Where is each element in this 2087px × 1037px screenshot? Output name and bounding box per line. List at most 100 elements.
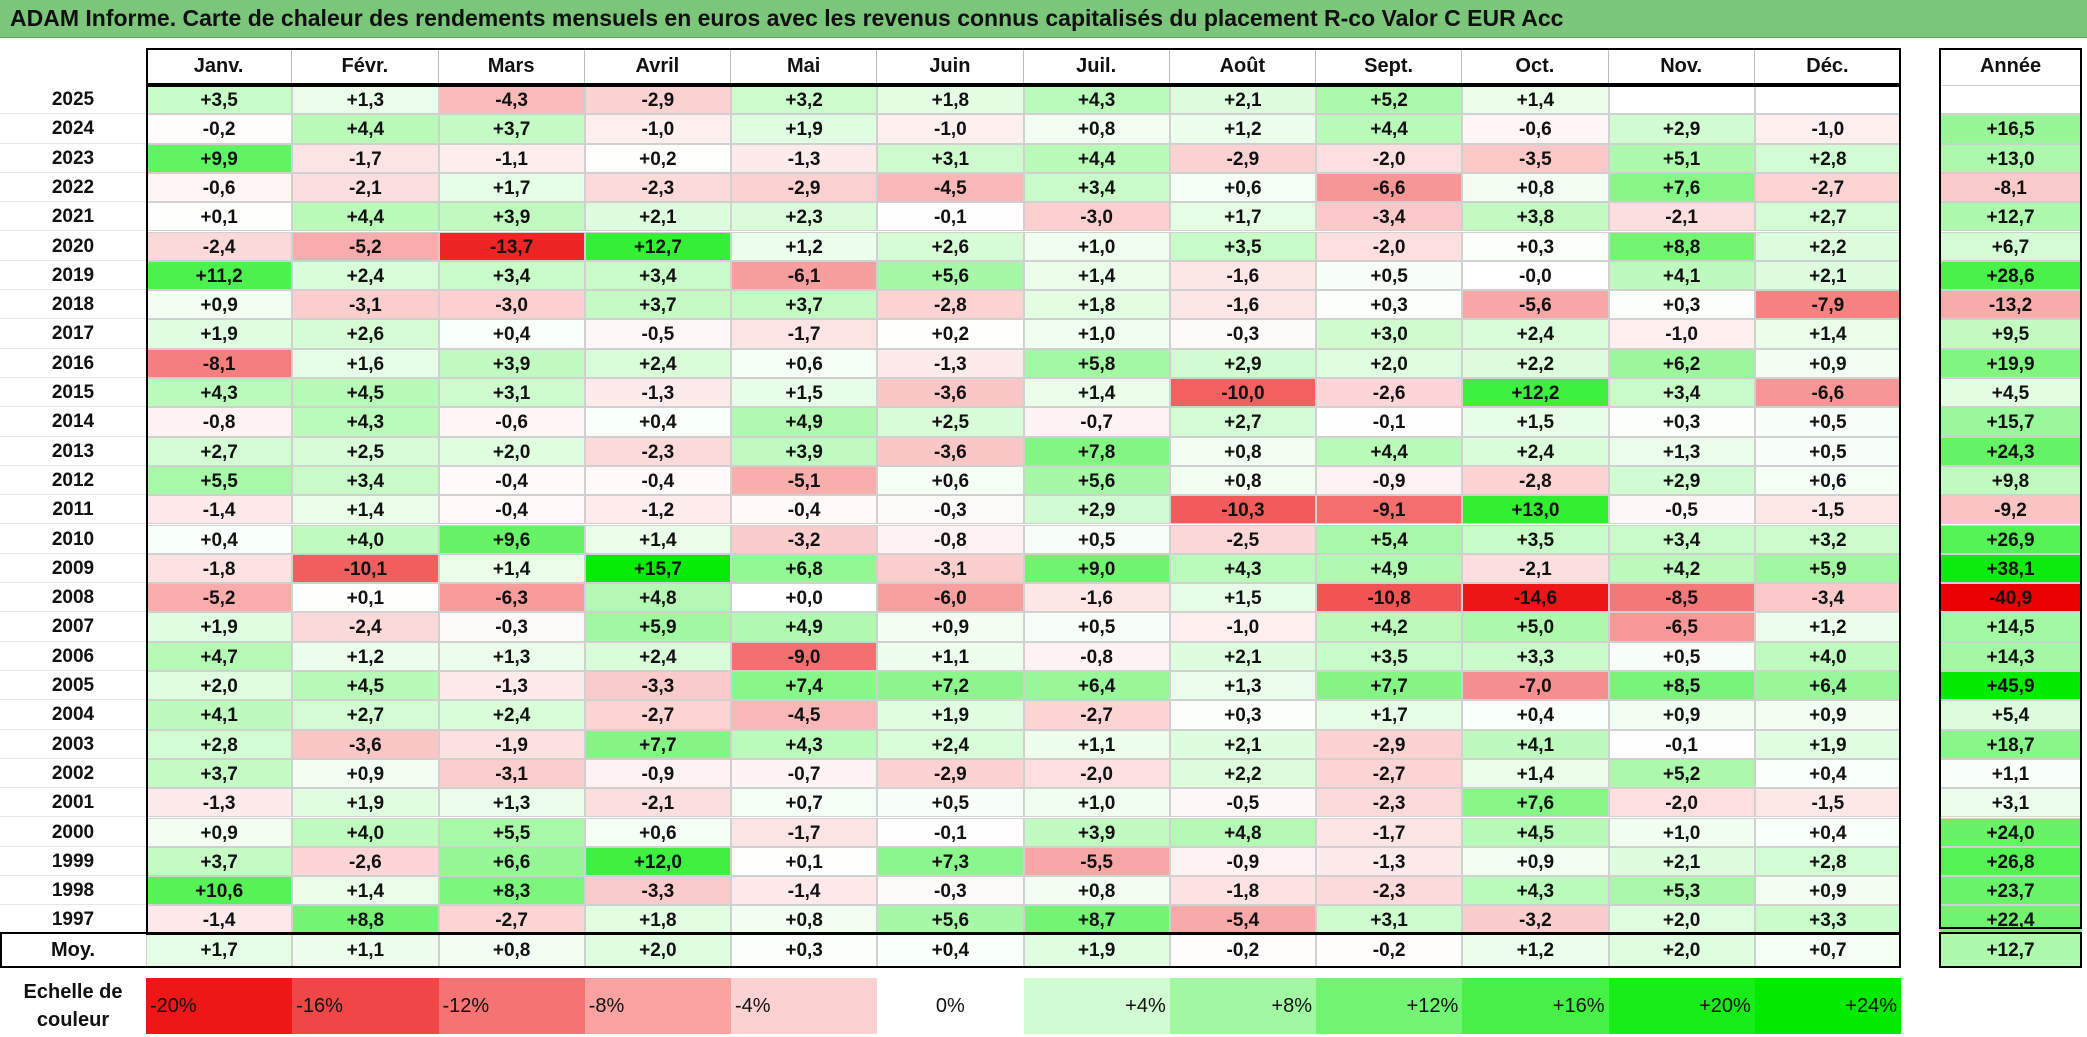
heatmap-cell: -0,9 — [1316, 465, 1463, 496]
heatmap-cell: -1,6 — [1169, 260, 1316, 291]
heatmap-cell: +0,9 — [877, 612, 1024, 642]
heatmap-cell: +0,6 — [1169, 172, 1316, 203]
annual-cell: +45,9 — [1939, 671, 2082, 701]
scale-swatch: +20% — [1608, 978, 1755, 1034]
heatmap-cell: -0,5 — [1608, 495, 1755, 525]
heatmap-cell: +4,0 — [292, 524, 439, 554]
heatmap-cell: -2,3 — [584, 436, 731, 466]
heatmap-cell: +1,0 — [1023, 319, 1170, 349]
heatmap-cell: +13,0 — [1462, 495, 1609, 525]
heatmap-cell: +2,9 — [1608, 465, 1755, 496]
heatmap-cell: +3,1 — [877, 143, 1024, 173]
heatmap-cell: -1,7 — [731, 319, 878, 349]
heatmap-cell: +12,0 — [584, 846, 731, 877]
heatmap-cell: +5,6 — [1023, 465, 1170, 496]
row-year-label: 2019 — [0, 260, 146, 291]
heatmap-cell: -4,5 — [731, 700, 878, 730]
heatmap-cell: +9,0 — [1023, 553, 1170, 584]
heatmap-cell: +4,5 — [292, 378, 439, 408]
heatmap-cell: -0,4 — [438, 465, 585, 496]
annual-cell: +28,6 — [1939, 260, 2082, 291]
heatmap-cell: +2,1 — [1754, 260, 1901, 291]
heatmap-cell: -3,4 — [1754, 583, 1901, 613]
heatmap-cell: -0,1 — [877, 817, 1024, 847]
heatmap-cell: +1,4 — [1462, 85, 1609, 115]
heatmap-cell: -5,2 — [146, 583, 293, 613]
heatmap-cell: +5,5 — [438, 817, 585, 847]
heatmap-cell: +1,3 — [292, 85, 439, 115]
heatmap-cell: +4,3 — [1169, 553, 1316, 584]
heatmap-cell: -6,5 — [1608, 612, 1755, 642]
heatmap-cell: +4,7 — [146, 641, 293, 671]
heatmap-cell: -7,0 — [1462, 671, 1609, 701]
heatmap-cell: +1,0 — [1608, 817, 1755, 847]
heatmap-cell: -10,1 — [292, 553, 439, 584]
heatmap-cell: -1,8 — [1169, 876, 1316, 906]
heatmap-cell: +0,2 — [584, 143, 731, 173]
heatmap-cell: -10,0 — [1169, 378, 1316, 408]
annual-cell: +16,5 — [1939, 114, 2082, 144]
heatmap-cell: +6,4 — [1023, 671, 1170, 701]
heatmap-cell: +2,0 — [438, 436, 585, 466]
row-year-label: 2021 — [0, 202, 146, 232]
heatmap-cell: -1,3 — [146, 788, 293, 818]
heatmap-cell: -1,3 — [1316, 846, 1463, 877]
annual-cell: -13,2 — [1939, 290, 2082, 320]
heatmap-cell: +2,0 — [1316, 348, 1463, 378]
heatmap-cell: +2,2 — [1462, 348, 1609, 378]
heatmap-cell: -2,5 — [1169, 524, 1316, 554]
heatmap-cell: -6,6 — [1754, 378, 1901, 408]
row-year-label: 1998 — [0, 876, 146, 906]
column-header: Déc. — [1754, 48, 1901, 85]
heatmap-cell: +3,4 — [438, 260, 585, 291]
heatmap-cell: +4,9 — [1316, 553, 1463, 584]
annual-cell: +9,8 — [1939, 465, 2082, 496]
heatmap-cell: -1,7 — [731, 817, 878, 847]
heatmap-cell: +3,4 — [1023, 172, 1170, 203]
heatmap-cell: +2,9 — [1023, 495, 1170, 525]
heatmap-cell: -2,7 — [1316, 758, 1463, 789]
heatmap-cell: +12,7 — [584, 231, 731, 261]
heatmap-cell: +2,6 — [877, 231, 1024, 261]
column-header-annual: Année — [1939, 48, 2082, 85]
heatmap-cell: +7,3 — [877, 846, 1024, 877]
heatmap-cell: +0,9 — [1754, 348, 1901, 378]
heatmap-cell: +7,4 — [731, 671, 878, 701]
heatmap-cell: +3,1 — [1316, 905, 1463, 935]
heatmap-cell: -3,0 — [438, 290, 585, 320]
heatmap-cell: +3,5 — [1169, 231, 1316, 261]
annual-cell: +22,4 — [1939, 905, 2082, 935]
heatmap-cell: +2,4 — [1462, 319, 1609, 349]
heatmap-cell: +1,3 — [438, 788, 585, 818]
heatmap-cell: -2,3 — [584, 172, 731, 203]
heatmap-cell: +0,3 — [1462, 231, 1609, 261]
heatmap-cell: +1,4 — [292, 876, 439, 906]
row-year-label: 2002 — [0, 758, 146, 789]
heatmap-cell: -2,1 — [584, 788, 731, 818]
heatmap-cell: -0,1 — [1608, 729, 1755, 759]
heatmap-cell: +0,9 — [146, 817, 293, 847]
heatmap-cell: -3,3 — [584, 876, 731, 906]
annual-cell: -9,2 — [1939, 495, 2082, 525]
heatmap-cell: +0,5 — [1023, 524, 1170, 554]
heatmap-cell: +2,2 — [1754, 231, 1901, 261]
annual-cell: +24,0 — [1939, 817, 2082, 847]
heatmap-cell: +1,4 — [1462, 758, 1609, 789]
heatmap-cell: -2,3 — [1316, 876, 1463, 906]
row-year-label: 2003 — [0, 729, 146, 759]
heatmap-cell: -0,3 — [1169, 319, 1316, 349]
heatmap-cell: +0,6 — [731, 348, 878, 378]
heatmap-cell: -2,6 — [1316, 378, 1463, 408]
heatmap-cell: -1,9 — [438, 729, 585, 759]
heatmap-cell: +5,1 — [1608, 143, 1755, 173]
heatmap-cell: +0,5 — [1023, 612, 1170, 642]
column-header: Févr. — [292, 48, 439, 85]
heatmap-cell: -0,6 — [146, 172, 293, 203]
heatmap-cell: +4,3 — [292, 407, 439, 437]
heatmap-cell: -3,6 — [292, 729, 439, 759]
heatmap-cell: +2,6 — [292, 319, 439, 349]
row-year-label: 2009 — [0, 553, 146, 584]
heatmap-cell: -3,6 — [877, 378, 1024, 408]
heatmap-cell: +2,9 — [1169, 348, 1316, 378]
